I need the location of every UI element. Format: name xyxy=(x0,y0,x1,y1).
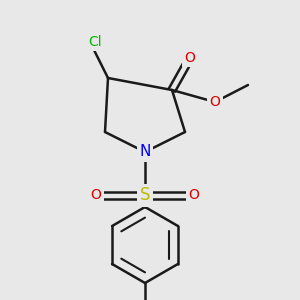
Text: Cl: Cl xyxy=(88,35,102,49)
Text: S: S xyxy=(140,186,150,204)
Text: O: O xyxy=(210,95,220,109)
Text: O: O xyxy=(91,188,101,202)
Text: N: N xyxy=(139,145,151,160)
Text: O: O xyxy=(189,188,200,202)
Text: O: O xyxy=(184,51,195,65)
